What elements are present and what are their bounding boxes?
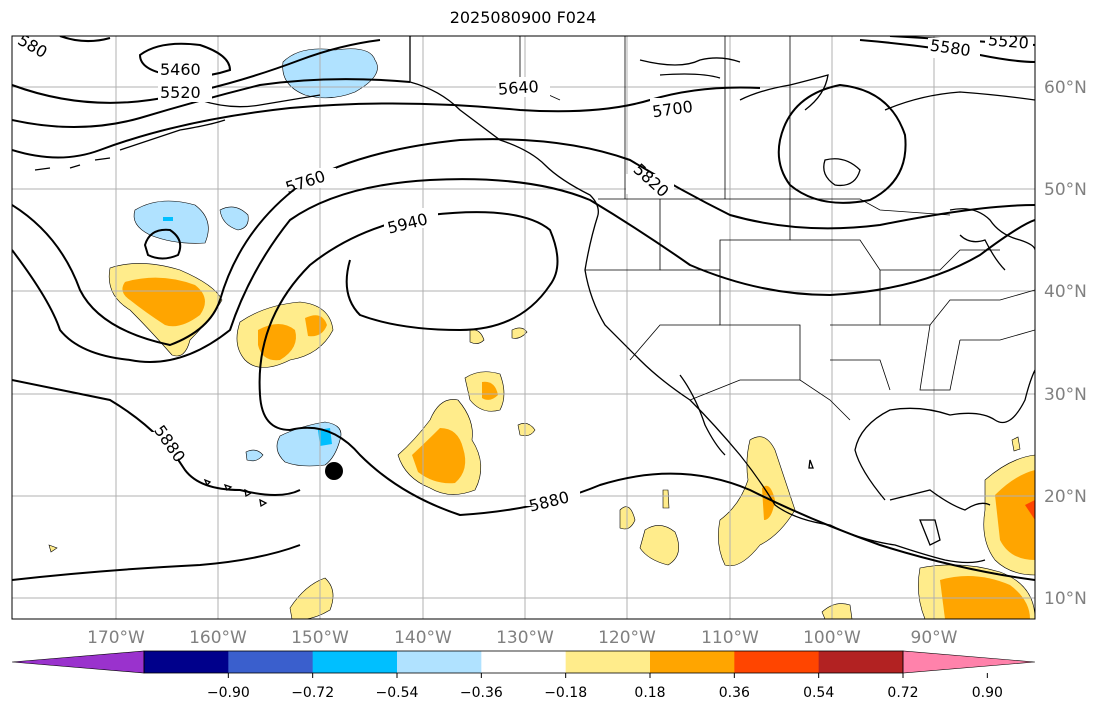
colorbar-segment: [734, 651, 820, 673]
lon-tick-label: 140°W: [394, 628, 452, 648]
colorbar-segment: [312, 651, 398, 673]
location-marker: [325, 462, 343, 480]
colorbar-segment: [650, 651, 735, 673]
political-borders: [409, 36, 1035, 421]
colorbar-tick-label: 0.18: [634, 685, 665, 701]
map-title: 2025080900 F024: [449, 8, 597, 27]
colorbar-segment: [481, 651, 567, 673]
colorbar-tick-label: −0.54: [376, 685, 419, 701]
lon-tick-label: 120°W: [598, 628, 656, 648]
contour-label: 5520: [987, 30, 1029, 52]
colorbar-tick-label: −0.18: [544, 685, 587, 701]
colorbar-tick-label: −0.90: [207, 685, 250, 701]
map-frame: [11, 35, 1036, 620]
lon-tick-label: 100°W: [803, 628, 861, 648]
contour-label: 5520: [160, 83, 201, 102]
lon-tick-label: 90°W: [911, 628, 958, 648]
colorbar-segment: [397, 651, 482, 673]
colorbar-tick-label: 0.36: [719, 685, 750, 701]
colorbar-tick-label: 0.54: [803, 685, 834, 701]
contour-label: 5460: [160, 60, 201, 79]
colorbar-segment: [818, 651, 904, 673]
colorbar-tick-label: −0.72: [291, 685, 334, 701]
lat-tick-labels: 60°N 50°N 40°N 30°N 20°N 10°N: [1044, 78, 1087, 609]
colorbar-upper-extension: [902, 650, 1036, 674]
colorbar-segment: [565, 651, 651, 673]
lon-tick-label: 160°W: [189, 628, 247, 648]
colorbar-tick-labels: −0.90 −0.72 −0.54 −0.36 −0.18 0.18 0.36 0.54 0.7…: [207, 673, 1003, 701]
contour-label: 5640: [497, 77, 539, 99]
lat-tick-label: 40°N: [1044, 282, 1087, 302]
lon-tick-label: 110°W: [701, 628, 759, 648]
colorbar-tick-label: 0.72: [887, 685, 918, 701]
lat-tick-label: 20°N: [1044, 487, 1087, 507]
lat-tick-label: 60°N: [1044, 78, 1087, 98]
colorbar-tick-label: 0.90: [972, 685, 1003, 701]
colorbar-segment: [228, 651, 314, 673]
lon-tick-labels: 170°W 160°W 150°W 140°W 130°W 120°W 110°…: [87, 628, 958, 648]
lat-tick-label: 30°N: [1044, 385, 1087, 405]
shaded-field: [48, 48, 1035, 619]
lon-tick-label: 130°W: [496, 628, 554, 648]
colorbar-lower-extension: [11, 650, 145, 674]
colorbar: [11, 650, 1036, 674]
colorbar-segment: [144, 651, 229, 673]
lon-tick-label: 170°W: [87, 628, 145, 648]
contour-labels: 5460 5520 5580 5520 5640 5700 5760 5820 …: [14, 30, 1033, 516]
lon-tick-label: 150°W: [291, 628, 349, 648]
graticule: [12, 36, 1035, 619]
lat-tick-label: 50°N: [1044, 180, 1087, 200]
lat-tick-label: 10°N: [1044, 589, 1087, 609]
coastlines: [34, 36, 1035, 564]
colorbar-tick-label: −0.36: [460, 685, 503, 701]
